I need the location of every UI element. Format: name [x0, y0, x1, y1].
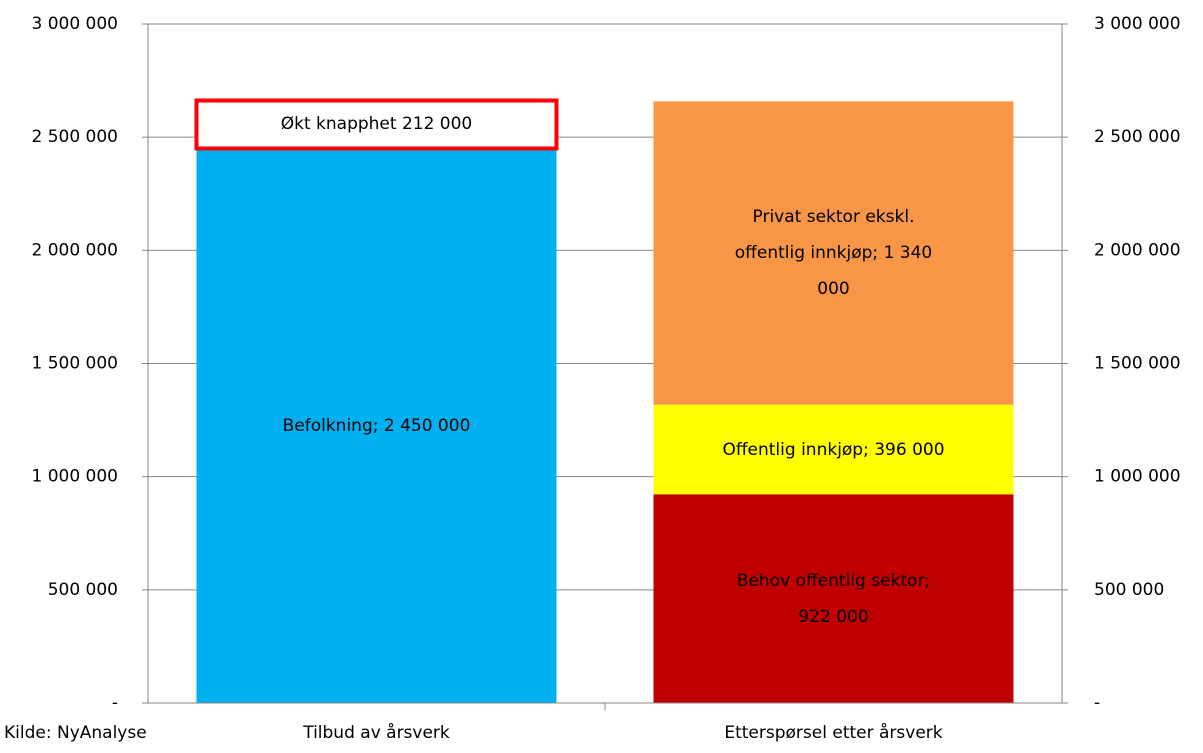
- data-label: Offentlig innkjøp; 396 000: [722, 439, 945, 460]
- data-label-box: Befolkning; 2 450 000: [282, 415, 471, 436]
- data-label-box: Offentlig innkjøp; 396 000: [722, 439, 945, 460]
- data-label: Befolkning; 2 450 000: [282, 415, 471, 436]
- bar-segment: [653, 101, 1014, 405]
- bar-segment: [653, 494, 1014, 703]
- x-tick-label: Tilbud av årsverk: [302, 722, 450, 743]
- data-label: Behov offentlig sektor; 922 000: [736, 570, 931, 627]
- y-tick-label: 1 500 000: [31, 354, 118, 374]
- data-label-box: Økt knapphet 212 000: [280, 114, 473, 135]
- data-label: Privat sektor ekskl. offentlig innkjøp; …: [734, 207, 933, 300]
- y2-tick-label: 2 000 000: [1094, 240, 1181, 260]
- bar-segment: [653, 404, 1014, 495]
- source: Kilde: NyAnalyse: [4, 723, 147, 743]
- y2-tick-label: 3 000 000: [1094, 14, 1181, 34]
- y2-tick-label: 2 500 000: [1094, 127, 1181, 147]
- data-label-box: Privat sektor ekskl. offentlig innkjøp; …: [734, 207, 933, 300]
- y-tick-label: 3 000 000: [31, 14, 118, 34]
- x-tick-label: Etterspørsel etter årsverk: [724, 722, 942, 743]
- data-label: Økt knapphet 212 000: [280, 114, 473, 135]
- y-tick-label: 2 500 000: [31, 127, 118, 147]
- y2-tick-label: 1 000 000: [1094, 467, 1181, 487]
- y2-tick-label: 1 500 000: [1094, 354, 1181, 374]
- y-tick-label: 500 000: [48, 580, 118, 600]
- y2-tick-label: -: [1094, 693, 1100, 713]
- data-label-box: Behov offentlig sektor; 922 000: [736, 570, 931, 627]
- y-tick-label: 2 000 000: [31, 240, 118, 260]
- y-tick-label: -: [112, 693, 118, 713]
- y-tick-label: 1 000 000: [31, 467, 118, 487]
- y2-tick-label: 500 000: [1094, 580, 1164, 600]
- bar-segment: [194, 98, 559, 151]
- bar-segment: [196, 148, 557, 703]
